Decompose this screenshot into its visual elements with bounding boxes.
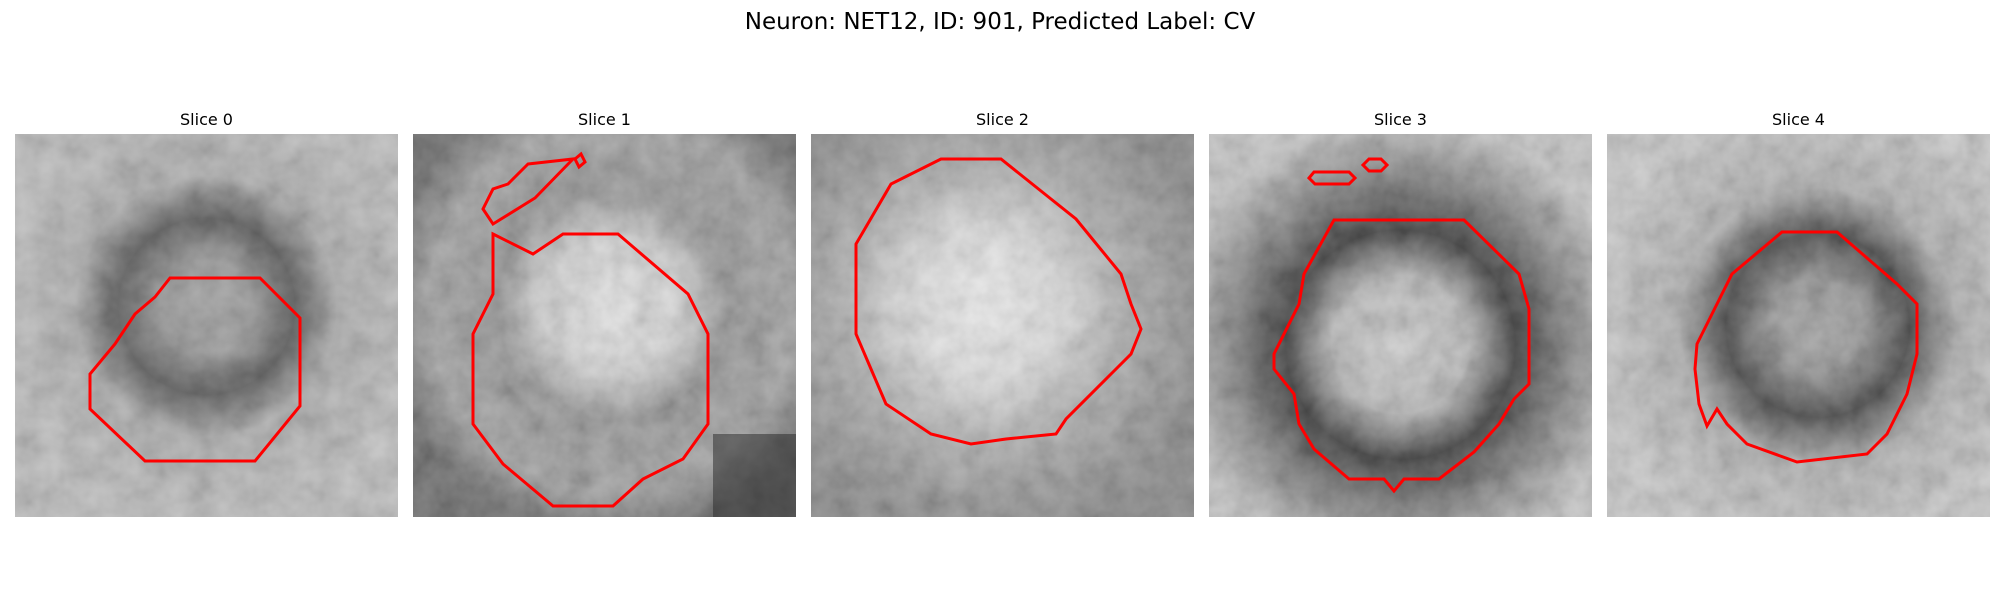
slice-image	[15, 134, 398, 517]
slice-image	[1209, 134, 1592, 517]
slice-panel-3: Slice 3	[1209, 111, 1592, 519]
segmentation-contour	[1360, 157, 1390, 173]
slice-image	[413, 134, 796, 517]
segmentation-contour	[1693, 230, 1919, 464]
segmentation-contour	[573, 151, 587, 170]
slice-panel-4: Slice 4	[1607, 111, 1990, 519]
segmentation-contour	[1272, 218, 1531, 494]
slice-title: Slice 4	[1772, 110, 1825, 129]
figure-title: Neuron: NET12, ID: 901, Predicted Label:…	[744, 9, 1256, 35]
slice-panel-1: Slice 1	[413, 111, 796, 519]
segmentation-contour	[88, 276, 302, 463]
slice-image	[1607, 134, 1990, 517]
segmentation-contour	[471, 231, 710, 508]
segmentation-contour	[481, 157, 577, 227]
slice-panel-0: Slice 0	[15, 111, 398, 519]
slice-title: Slice 1	[578, 110, 631, 129]
slice-title: Slice 3	[1374, 110, 1427, 129]
slice-title: Slice 0	[180, 110, 233, 129]
segmentation-contour	[854, 157, 1143, 446]
slice-title: Slice 2	[976, 110, 1029, 129]
segmentation-contour	[1306, 170, 1358, 186]
slice-panel-2: Slice 2	[811, 111, 1194, 519]
slice-image	[811, 134, 1194, 517]
